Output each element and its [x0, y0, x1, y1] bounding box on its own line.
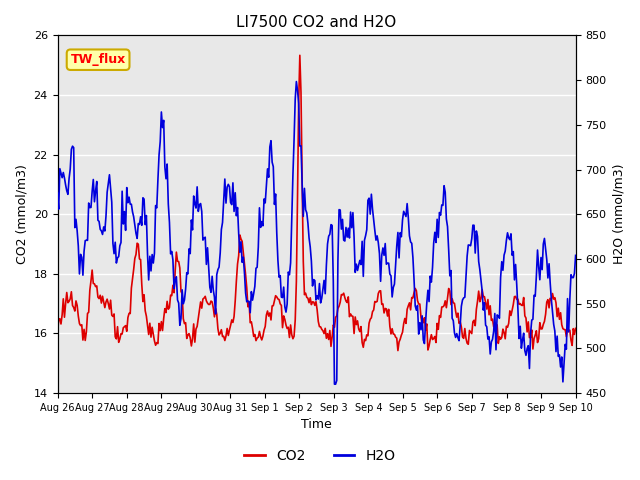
X-axis label: Time: Time	[301, 419, 332, 432]
Legend: CO2, H2O: CO2, H2O	[239, 443, 401, 468]
Y-axis label: H2O (mmol/m3): H2O (mmol/m3)	[612, 164, 625, 264]
Title: LI7500 CO2 and H2O: LI7500 CO2 and H2O	[236, 15, 397, 30]
Text: TW_flux: TW_flux	[70, 53, 125, 66]
Y-axis label: CO2 (mmol/m3): CO2 (mmol/m3)	[15, 164, 28, 264]
